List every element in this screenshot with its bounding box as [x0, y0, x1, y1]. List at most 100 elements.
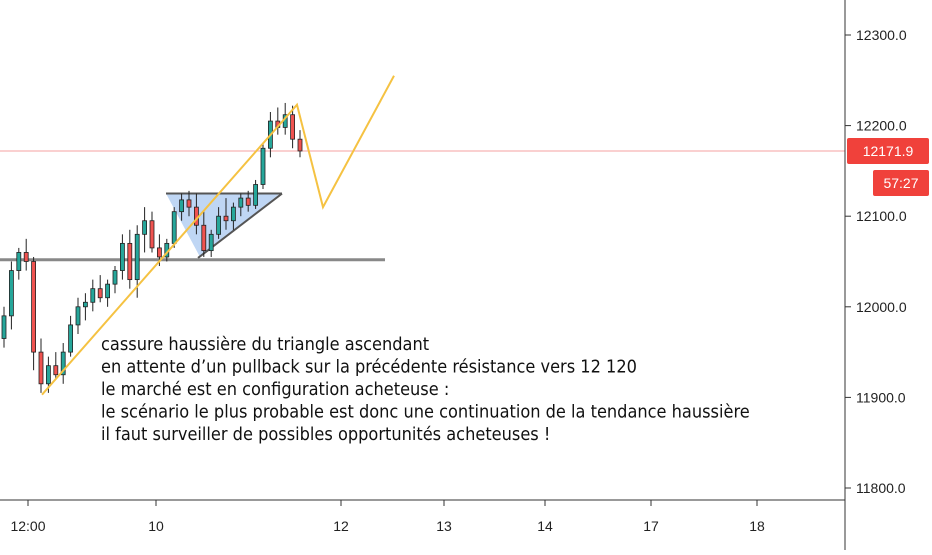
x-tick-label: 12 [333, 518, 349, 534]
candle-body [208, 233, 214, 252]
candle [179, 193, 185, 221]
candle-body [238, 197, 244, 208]
candle [38, 338, 44, 393]
y-tick-label: 12000.0 [856, 299, 907, 315]
countdown-tag [873, 170, 929, 197]
axes-group [0, 0, 846, 550]
candle [238, 193, 244, 217]
annotation-line: en attente d’un pullback sur la précéden… [101, 357, 637, 378]
x-tick-label: 17 [643, 518, 659, 534]
candle [230, 202, 236, 230]
annotation-line: il faut surveiller de possibles opportun… [101, 424, 550, 445]
candle [186, 190, 192, 217]
candle [142, 207, 148, 253]
x-tick-label: 18 [749, 518, 765, 534]
candle [260, 143, 266, 190]
candle-body [179, 199, 185, 213]
candle-body [83, 301, 88, 308]
candle [83, 293, 88, 321]
candle [60, 343, 66, 384]
candle [97, 275, 103, 303]
candle [1, 306, 7, 348]
x-axis-ticks: 12:00 10 12 13 14 17 18 [10, 500, 765, 534]
candle-body [171, 211, 177, 244]
candle [223, 198, 229, 230]
candle-body [38, 351, 44, 385]
annotation-line: le scénario le plus probable est donc un… [101, 402, 750, 423]
candle-body [105, 283, 110, 299]
y-tick-label: 11900.0 [856, 389, 906, 405]
annotation-line: le marché est en configuration acheteuse… [101, 379, 449, 400]
candle-body [68, 324, 73, 353]
candle-body [23, 252, 29, 262]
candle [31, 256, 37, 371]
candle [216, 207, 222, 239]
y-tick-label: 12100.0 [856, 208, 907, 224]
candle-body [134, 233, 140, 281]
candle-body [245, 197, 251, 206]
candle [290, 105, 296, 149]
x-tick-label: 14 [537, 518, 553, 534]
candle [120, 234, 125, 280]
candle-body [53, 365, 59, 376]
current-price-label: 12171.9 [863, 143, 914, 159]
candle [105, 279, 110, 307]
current-price-tag [847, 138, 929, 165]
countdown-label: 57:27 [883, 175, 918, 191]
candle [53, 352, 59, 380]
candle-body [230, 206, 236, 222]
candle-body [201, 224, 207, 252]
candle-body [142, 220, 148, 235]
candle-body [120, 242, 125, 271]
candle-body [60, 351, 66, 376]
candle-body [31, 261, 37, 353]
candle-body [97, 288, 103, 299]
candle-body [223, 215, 229, 222]
candle [201, 211, 207, 257]
y-tick-label: 12300.0 [856, 27, 907, 43]
candle [127, 229, 133, 289]
candle-body [260, 147, 266, 185]
candle-body [46, 365, 51, 385]
candle [208, 229, 214, 257]
candle [90, 279, 96, 312]
candle-body [75, 306, 81, 326]
zigzag-projection-group [41, 75, 395, 396]
price-tag-group[interactable]: 12171.9 57:27 [847, 138, 929, 197]
candle [149, 211, 155, 253]
candle-body [216, 215, 222, 235]
candle-body [1, 315, 7, 339]
candle-body [8, 270, 14, 317]
candle-body [149, 220, 155, 249]
annotation-line: cassure haussière du triangle ascendant [101, 334, 429, 355]
candle-body [90, 288, 96, 303]
candles-group [1, 102, 303, 393]
candle [8, 261, 14, 330]
y-tick-label: 11800.0 [856, 480, 906, 496]
x-tick-label: 10 [148, 518, 164, 534]
candle [112, 266, 118, 294]
candle-body [297, 138, 303, 152]
x-tick-label: 13 [436, 518, 452, 534]
candle-body [186, 199, 192, 208]
candle [68, 315, 73, 357]
candle-body [253, 184, 259, 206]
candle [297, 130, 303, 158]
candle [16, 247, 22, 280]
candle [23, 238, 29, 271]
zigzag-projection-line [41, 75, 395, 396]
candle-body [127, 242, 133, 281]
candle [253, 179, 259, 209]
y-axis-ticks: 12300.0 12200.0 12100.0 12000.0 11900.0 11800… [845, 27, 907, 496]
candle [245, 190, 251, 212]
x-tick-label: 12:00 [10, 518, 45, 534]
candle-body [156, 247, 162, 258]
candle-body [112, 270, 118, 285]
annotation-text-block: cassure haussière du triangle ascendante… [101, 334, 750, 445]
candle [75, 297, 81, 334]
candle-body [290, 114, 296, 140]
candle-body [16, 252, 22, 271]
